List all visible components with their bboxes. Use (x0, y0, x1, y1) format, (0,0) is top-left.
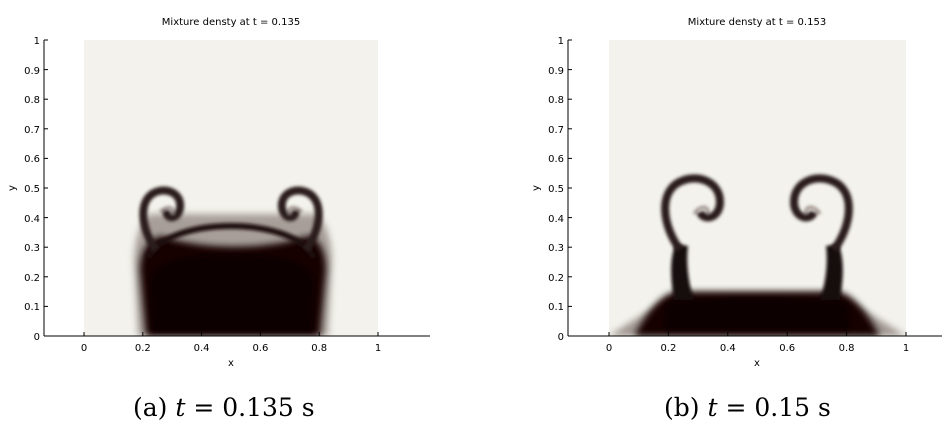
caption-value: = 0.135 s (193, 393, 315, 422)
y-tick-label: 0.5 (548, 184, 564, 195)
y-tick-label: 0.9 (24, 66, 40, 77)
y-axis-label: y (7, 185, 18, 191)
y-tick-label: 0.3 (548, 243, 564, 254)
y-tick-label: 0.4 (548, 214, 564, 225)
y-tick-label: 0.6 (548, 154, 564, 165)
right-rollup (789, 174, 853, 253)
y-axis (43, 39, 48, 337)
y-axis (567, 39, 572, 337)
caption-value: = 0.15 s (725, 393, 831, 422)
figure-panel-a: Mixture densty at t = 0.135 (0, 0, 472, 429)
y-tick-label: 0.5 (24, 184, 40, 195)
x-tick-label: 0.2 (660, 343, 676, 354)
x-tick-label: 0.4 (720, 343, 736, 354)
heavy-fluid-region (609, 244, 906, 336)
density-plot-b: Mixture densty at t = 0.153 (531, 17, 942, 369)
x-axis (44, 332, 430, 337)
y-tick-labels: 0 0.1 0.2 0.3 0.4 0.5 0.6 0.7 0.8 0.9 1 (548, 36, 564, 343)
density-plot-a: Mixture densty at t = 0.135 (7, 17, 430, 369)
figure-caption-a: (a) t = 0.135 s (133, 393, 315, 422)
y-tick-label: 0.3 (24, 243, 40, 254)
y-tick-labels: 0 0.1 0.2 0.3 0.4 0.5 0.6 0.7 0.8 0.9 1 (24, 36, 40, 343)
y-tick-label: 0.7 (24, 125, 40, 136)
x-tick-labels: 0 0.2 0.4 0.6 0.8 1 (606, 343, 909, 354)
x-tick-label: 0.6 (779, 343, 795, 354)
y-tick-label: 0 (34, 332, 40, 343)
plot-title: Mixture densty at t = 0.153 (688, 17, 826, 28)
y-tick-label: 0.6 (24, 154, 40, 165)
y-tick-label: 0 (558, 332, 564, 343)
x-tick-label: 0 (606, 343, 612, 354)
y-tick-label: 0.7 (548, 125, 564, 136)
y-tick-label: 0.1 (24, 302, 40, 313)
y-tick-label: 0.2 (24, 273, 40, 284)
plot-title: Mixture densty at t = 0.135 (162, 17, 300, 28)
caption-label: (a) (133, 393, 168, 422)
y-axis-label: y (531, 185, 542, 191)
left-rollup (139, 186, 185, 253)
heavy-fluid-region (134, 214, 332, 336)
x-tick-label: 1 (375, 343, 381, 354)
y-tick-label: 0.8 (548, 95, 564, 106)
right-rollup (277, 186, 323, 253)
x-tick-labels: 0 0.2 0.4 0.6 0.8 1 (81, 343, 381, 354)
x-axis-label: x (754, 358, 760, 369)
x-tick-label: 0 (81, 343, 87, 354)
x-axis (568, 332, 942, 337)
y-tick-label: 1 (34, 36, 40, 47)
y-tick-label: 0.8 (24, 95, 40, 106)
y-tick-label: 0.1 (548, 302, 564, 313)
y-tick-label: 0.9 (548, 66, 564, 77)
density-field-background (609, 40, 906, 336)
left-rollup (661, 174, 725, 253)
y-tick-label: 0.2 (548, 273, 564, 284)
x-axis-label: x (228, 358, 234, 369)
y-tick-label: 1 (558, 36, 564, 47)
y-tick-label: 0.4 (24, 214, 40, 225)
x-tick-label: 0.2 (135, 343, 151, 354)
caption-label: (b) (664, 393, 700, 422)
x-tick-label: 0.8 (311, 343, 327, 354)
caption-variable: t (707, 393, 718, 422)
caption-variable: t (175, 393, 186, 422)
x-tick-label: 0.4 (194, 343, 210, 354)
figure-caption-b: (b) t = 0.15 s (664, 393, 831, 422)
figure-panel-b: Mixture densty at t = 0.153 (524, 0, 945, 429)
x-tick-label: 0.8 (839, 343, 855, 354)
x-tick-label: 1 (903, 343, 909, 354)
x-tick-label: 0.6 (252, 343, 268, 354)
